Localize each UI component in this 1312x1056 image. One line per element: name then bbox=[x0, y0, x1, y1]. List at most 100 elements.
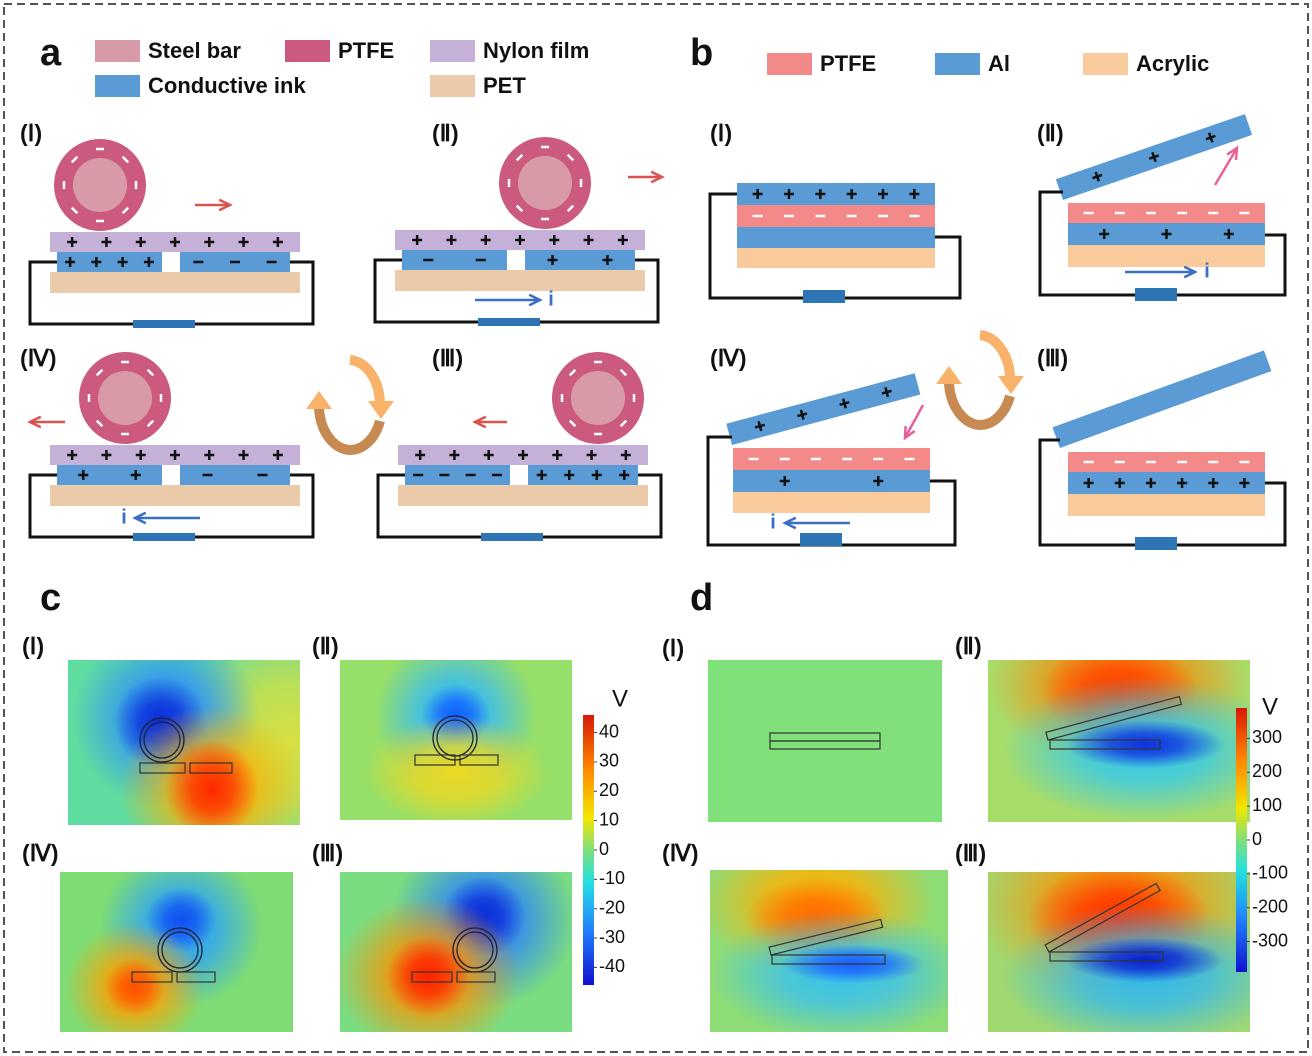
conductive-ink bbox=[180, 465, 290, 485]
stage-label: (Ⅰ) bbox=[710, 120, 732, 146]
stage-label: (Ⅳ) bbox=[22, 840, 59, 866]
colorbar bbox=[583, 715, 594, 985]
load bbox=[133, 320, 195, 328]
colorbar-tick-label: 10 bbox=[599, 809, 619, 829]
colorbar bbox=[1236, 708, 1247, 972]
stage-label: (Ⅱ) bbox=[312, 633, 339, 659]
cycle-arrow bbox=[350, 360, 380, 403]
panel-label: a bbox=[40, 32, 62, 74]
legend-label: Acrylic bbox=[1136, 51, 1209, 76]
legend-swatch bbox=[285, 40, 330, 62]
al-plate bbox=[1052, 350, 1271, 448]
stage-label: (Ⅲ) bbox=[955, 840, 986, 866]
colorbar-tick-label: -200 bbox=[1252, 896, 1288, 916]
legend-swatch bbox=[430, 40, 475, 62]
field-map bbox=[698, 830, 972, 1041]
colorbar-tick-label: 100 bbox=[1252, 795, 1282, 815]
al-electrode bbox=[726, 373, 920, 445]
al-electrode bbox=[737, 183, 935, 205]
acrylic-layer bbox=[1068, 494, 1265, 516]
legend-swatch bbox=[1083, 53, 1128, 75]
legend-swatch bbox=[767, 53, 812, 75]
stage-label: (Ⅰ) bbox=[662, 635, 684, 661]
panel-label: d bbox=[690, 577, 713, 619]
conductive-ink bbox=[525, 250, 635, 270]
stage-label: (Ⅱ) bbox=[1037, 120, 1064, 146]
current-label: i bbox=[548, 288, 554, 310]
colorbar-tick-label: 40 bbox=[599, 721, 619, 741]
acrylic-layer bbox=[1068, 245, 1265, 267]
colorbar-tick-label: -100 bbox=[1252, 863, 1288, 883]
cycle-arrow bbox=[980, 335, 1010, 378]
panel-label: c bbox=[40, 577, 61, 619]
load bbox=[1135, 288, 1177, 301]
steel-bar bbox=[571, 371, 625, 425]
load bbox=[481, 533, 543, 541]
al-plate bbox=[726, 373, 920, 445]
load bbox=[800, 533, 842, 546]
cycle-arrow-head bbox=[368, 401, 394, 419]
stage-label: (Ⅱ) bbox=[432, 120, 459, 146]
current-label: i bbox=[121, 506, 127, 528]
field-map bbox=[340, 636, 572, 828]
colorbar-tick-label: 20 bbox=[599, 780, 619, 800]
colorbar-tick-label: -20 bbox=[599, 897, 625, 917]
stage-label: (Ⅳ) bbox=[662, 840, 699, 866]
legend-label: PTFE bbox=[820, 51, 876, 76]
al-plate bbox=[1056, 114, 1252, 200]
pet-substrate bbox=[50, 272, 300, 293]
cycle-arrow-head bbox=[998, 376, 1024, 394]
colorbar-unit: V bbox=[1262, 693, 1278, 720]
legend-label: Steel bar bbox=[148, 38, 241, 63]
cycle-arrow-head bbox=[306, 391, 332, 409]
load bbox=[133, 533, 195, 541]
al-electrode bbox=[733, 470, 930, 492]
legend-label: Conductive ink bbox=[148, 73, 306, 98]
steel-bar bbox=[518, 156, 572, 210]
al-electrode bbox=[1052, 350, 1271, 448]
arrow bbox=[1215, 148, 1237, 185]
conductive-ink bbox=[57, 465, 162, 485]
load bbox=[1135, 537, 1177, 550]
load bbox=[478, 318, 540, 326]
legend-label: Nylon film bbox=[483, 38, 589, 63]
field-blob bbox=[104, 958, 165, 1016]
cycle-arrow bbox=[319, 407, 380, 450]
colorbar-tick-label: -30 bbox=[599, 927, 625, 947]
ptfe-layer bbox=[733, 448, 930, 470]
legend-label: PET bbox=[483, 73, 526, 98]
steel-bar bbox=[98, 371, 152, 425]
al-electrode bbox=[1068, 472, 1265, 494]
legend-swatch bbox=[95, 40, 140, 62]
ptfe-layer bbox=[1068, 203, 1265, 223]
legend-swatch bbox=[430, 75, 475, 97]
acrylic-layer bbox=[737, 248, 935, 268]
colorbar-tick-label: 200 bbox=[1252, 761, 1282, 781]
colorbar-tick-label: 0 bbox=[1252, 829, 1262, 849]
legend-swatch bbox=[95, 75, 140, 97]
legend-label: Al bbox=[988, 51, 1010, 76]
colorbar-tick-label: 30 bbox=[599, 751, 619, 771]
colorbar-tick-label: 0 bbox=[599, 839, 609, 859]
load bbox=[803, 290, 845, 303]
colorbar-unit: V bbox=[612, 685, 628, 712]
stage-label: (Ⅰ) bbox=[22, 633, 44, 659]
panel-label: b bbox=[690, 32, 713, 74]
conductive-ink bbox=[402, 250, 507, 270]
cycle-arrow bbox=[949, 382, 1010, 425]
field-blob bbox=[1067, 938, 1224, 983]
field-map bbox=[708, 660, 942, 822]
pet-substrate bbox=[50, 485, 300, 506]
stage-label: (Ⅲ) bbox=[1037, 345, 1068, 371]
stage-label: (Ⅳ) bbox=[20, 345, 57, 371]
current-label: i bbox=[1204, 260, 1210, 282]
field-map bbox=[335, 832, 576, 1056]
field-map bbox=[60, 848, 293, 1051]
pet-substrate bbox=[395, 270, 645, 291]
cycle-arrow-head bbox=[936, 366, 962, 384]
stage-label: (Ⅲ) bbox=[312, 840, 343, 866]
legend-swatch bbox=[935, 53, 980, 75]
colorbar-tick-label: 300 bbox=[1252, 727, 1282, 747]
pet-substrate bbox=[398, 485, 648, 506]
stage-label: (Ⅱ) bbox=[955, 633, 982, 659]
